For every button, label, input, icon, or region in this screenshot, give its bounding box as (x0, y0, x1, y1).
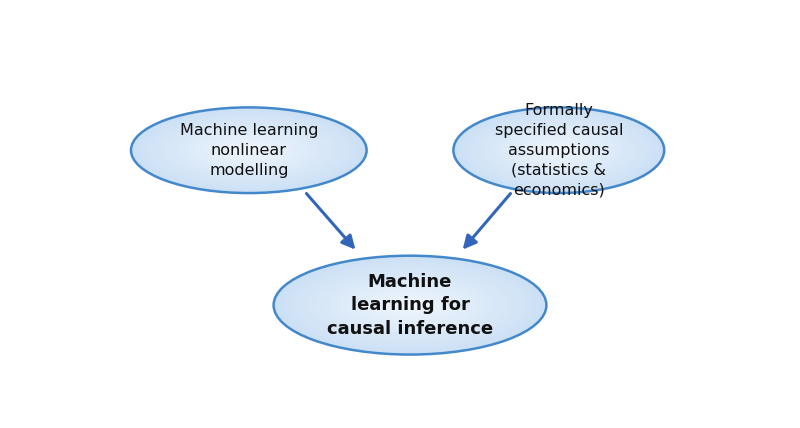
Ellipse shape (538, 142, 580, 159)
Ellipse shape (485, 120, 633, 180)
Ellipse shape (229, 143, 269, 158)
Ellipse shape (396, 300, 424, 310)
Ellipse shape (170, 122, 327, 179)
Ellipse shape (222, 140, 276, 160)
Ellipse shape (495, 125, 622, 176)
Ellipse shape (241, 147, 257, 153)
Ellipse shape (474, 116, 643, 184)
Text: Machine
learning for
causal inference: Machine learning for causal inference (327, 273, 493, 338)
Ellipse shape (355, 285, 465, 325)
Ellipse shape (154, 116, 343, 184)
Ellipse shape (555, 149, 562, 152)
Ellipse shape (552, 147, 566, 153)
Ellipse shape (301, 265, 519, 345)
Ellipse shape (520, 134, 598, 166)
Ellipse shape (135, 109, 362, 192)
Ellipse shape (306, 267, 514, 343)
Ellipse shape (464, 112, 654, 189)
Ellipse shape (198, 132, 300, 169)
Ellipse shape (296, 264, 524, 346)
Ellipse shape (360, 287, 460, 323)
Ellipse shape (454, 107, 664, 193)
Ellipse shape (478, 117, 640, 183)
Ellipse shape (292, 262, 528, 348)
Ellipse shape (506, 129, 611, 172)
Ellipse shape (278, 257, 542, 353)
Ellipse shape (131, 107, 366, 193)
Ellipse shape (378, 294, 442, 317)
Ellipse shape (342, 280, 478, 330)
Ellipse shape (310, 269, 510, 342)
Ellipse shape (510, 130, 608, 170)
Ellipse shape (206, 134, 292, 166)
Ellipse shape (482, 119, 636, 181)
Ellipse shape (202, 133, 296, 167)
Ellipse shape (401, 302, 419, 309)
Ellipse shape (233, 145, 265, 156)
Ellipse shape (319, 272, 501, 338)
Ellipse shape (517, 133, 601, 167)
Text: Machine learning
nonlinear
modelling: Machine learning nonlinear modelling (179, 123, 318, 178)
Ellipse shape (287, 261, 533, 350)
Ellipse shape (542, 143, 576, 158)
Ellipse shape (324, 274, 496, 336)
Ellipse shape (471, 115, 646, 186)
Ellipse shape (346, 282, 474, 328)
Ellipse shape (182, 126, 315, 175)
Ellipse shape (467, 113, 650, 187)
Ellipse shape (166, 120, 331, 180)
Ellipse shape (527, 137, 590, 163)
Ellipse shape (190, 129, 308, 172)
Ellipse shape (314, 270, 506, 340)
Ellipse shape (218, 139, 280, 162)
Ellipse shape (499, 126, 618, 175)
Ellipse shape (489, 122, 629, 179)
Ellipse shape (139, 110, 358, 190)
Ellipse shape (245, 149, 253, 152)
Ellipse shape (502, 128, 615, 173)
Ellipse shape (178, 125, 319, 176)
Ellipse shape (338, 279, 482, 332)
Ellipse shape (226, 142, 272, 159)
Ellipse shape (524, 136, 594, 164)
Ellipse shape (387, 297, 433, 313)
Ellipse shape (392, 299, 428, 312)
Ellipse shape (457, 109, 661, 192)
Ellipse shape (158, 117, 339, 183)
Ellipse shape (374, 292, 446, 318)
Ellipse shape (237, 146, 261, 155)
Ellipse shape (282, 259, 538, 351)
Ellipse shape (545, 145, 573, 156)
Ellipse shape (142, 112, 355, 189)
Ellipse shape (513, 132, 605, 169)
Ellipse shape (150, 115, 347, 186)
Ellipse shape (174, 123, 323, 177)
Ellipse shape (492, 123, 626, 177)
Ellipse shape (146, 113, 351, 187)
Text: Formally
specified causal
assumptions
(statistics &
economics): Formally specified causal assumptions (s… (494, 103, 623, 197)
Ellipse shape (274, 256, 546, 354)
Ellipse shape (214, 137, 284, 163)
Ellipse shape (194, 130, 304, 170)
Ellipse shape (530, 139, 587, 162)
Ellipse shape (382, 295, 438, 315)
Ellipse shape (365, 288, 455, 321)
Ellipse shape (186, 128, 312, 173)
Ellipse shape (328, 276, 492, 335)
Ellipse shape (406, 303, 414, 307)
Ellipse shape (333, 277, 487, 333)
Ellipse shape (351, 284, 469, 327)
Ellipse shape (461, 110, 657, 190)
Ellipse shape (369, 290, 451, 320)
Ellipse shape (548, 146, 570, 155)
Ellipse shape (162, 119, 335, 181)
Ellipse shape (210, 136, 288, 164)
Ellipse shape (534, 140, 583, 160)
